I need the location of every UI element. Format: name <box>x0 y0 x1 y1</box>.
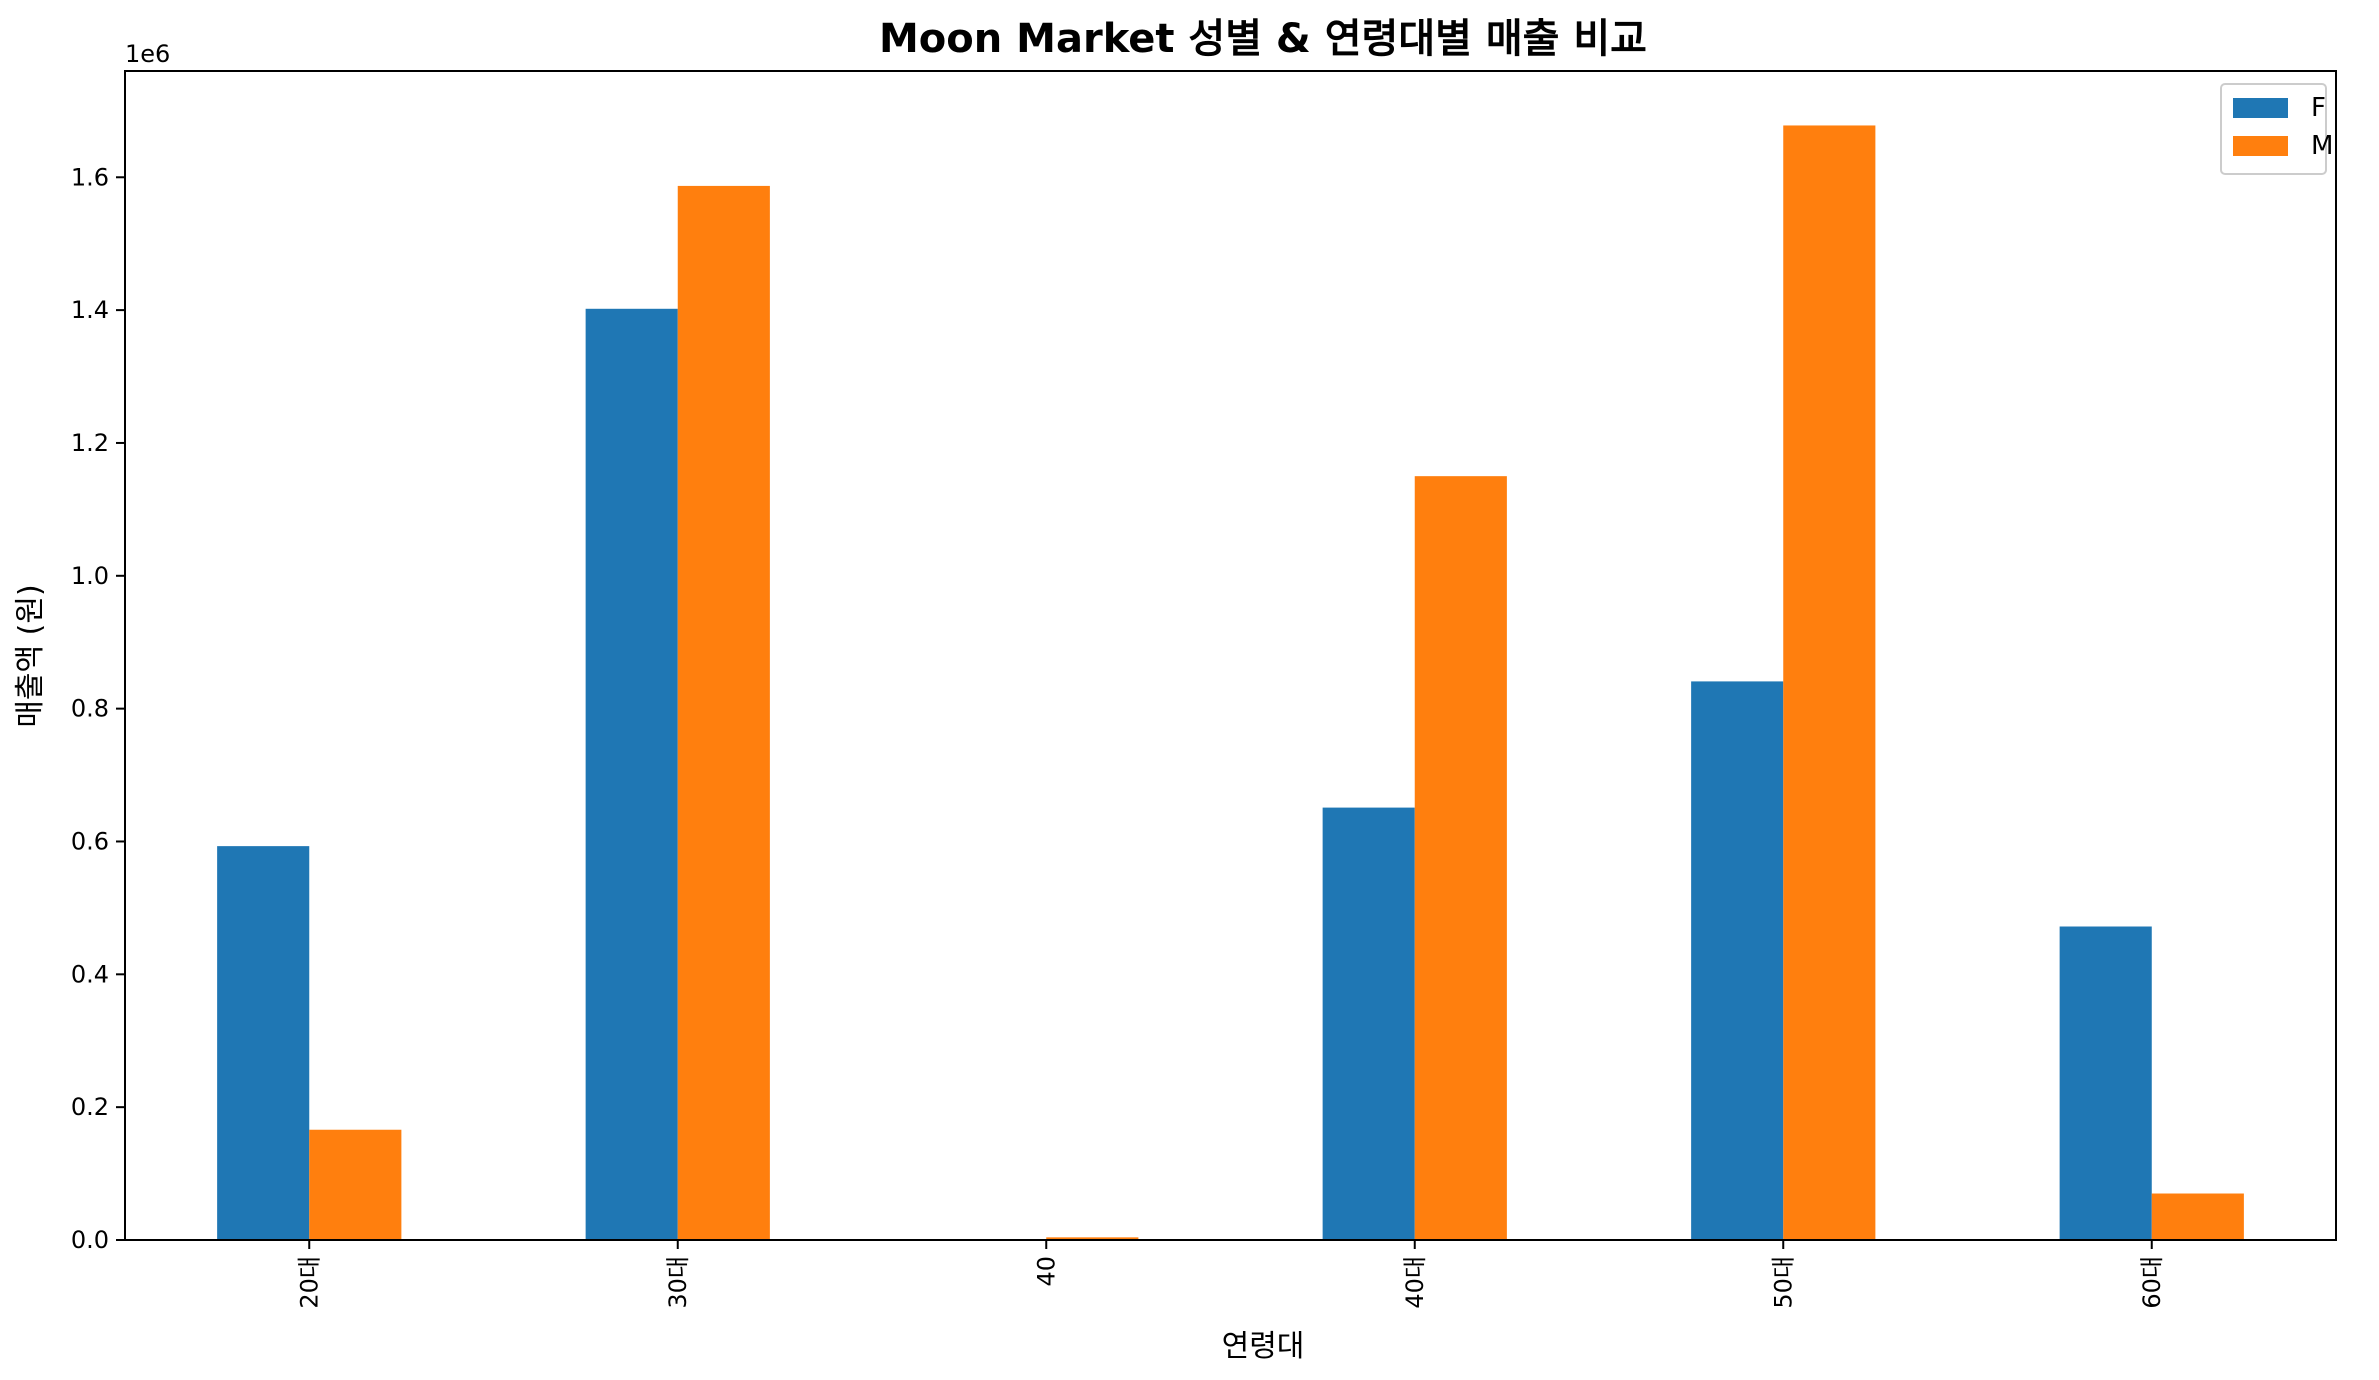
plot-frame <box>124 70 2337 1241</box>
legend-swatch-F <box>2233 98 2288 118</box>
bar-M-30대 <box>677 185 770 1240</box>
bar-F-20대 <box>217 846 310 1240</box>
bar-F-40대 <box>1322 807 1415 1240</box>
y-tick-label: 1.0 <box>71 562 109 590</box>
bar-M-50대 <box>1783 125 1876 1241</box>
y-offset-label: 1e6 <box>125 40 170 68</box>
legend-swatch-M <box>2233 136 2288 156</box>
y-tick-label: 1.2 <box>71 429 109 457</box>
bar-F-50대 <box>1691 681 1784 1240</box>
y-tick-label: 0.6 <box>71 827 109 855</box>
bar-M-20대 <box>309 1129 402 1240</box>
bar-F-60대 <box>2059 926 2152 1240</box>
y-tick-label: 0.4 <box>71 960 109 988</box>
x-tick-label: 40 <box>1032 1256 1060 1287</box>
y-tick-label: 1.6 <box>71 163 109 191</box>
legend-label-M: M <box>2311 131 2333 161</box>
chart-title: Moon Market 성별 & 연령대별 매출 비교 <box>879 16 1647 62</box>
bar-F-30대 <box>585 308 678 1240</box>
x-tick-label: 40대 <box>1401 1256 1429 1309</box>
bar-M-40대 <box>1414 476 1507 1240</box>
y-tick-label: 0.2 <box>71 1093 109 1121</box>
legend-label-F: F <box>2311 93 2326 123</box>
legend: FM <box>2220 83 2333 175</box>
x-axis-label: 연령대 <box>1222 1329 1305 1364</box>
x-tick-label: 30대 <box>664 1256 692 1309</box>
y-tick-label: 1.4 <box>71 296 109 324</box>
x-tick-label: 50대 <box>1769 1256 1797 1309</box>
y-axis-label: 매출액 (원) <box>13 584 48 727</box>
x-tick-label: 20대 <box>295 1256 323 1309</box>
y-tick-label: 0.0 <box>71 1226 109 1254</box>
y-tick-label: 0.8 <box>71 695 109 723</box>
x-tick-label: 60대 <box>2138 1256 2166 1309</box>
bar-M-60대 <box>2151 1193 2244 1240</box>
bar-M-40 <box>1046 1237 1139 1240</box>
